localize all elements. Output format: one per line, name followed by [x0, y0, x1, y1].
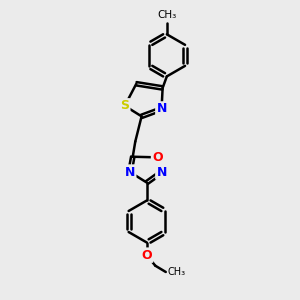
Text: CH₃: CH₃: [157, 10, 176, 20]
Text: S: S: [120, 99, 129, 112]
Text: N: N: [125, 166, 135, 178]
Text: O: O: [152, 151, 163, 164]
Text: CH₃: CH₃: [168, 267, 186, 277]
Text: N: N: [156, 166, 167, 178]
Text: N: N: [156, 103, 167, 116]
Text: O: O: [142, 249, 152, 262]
